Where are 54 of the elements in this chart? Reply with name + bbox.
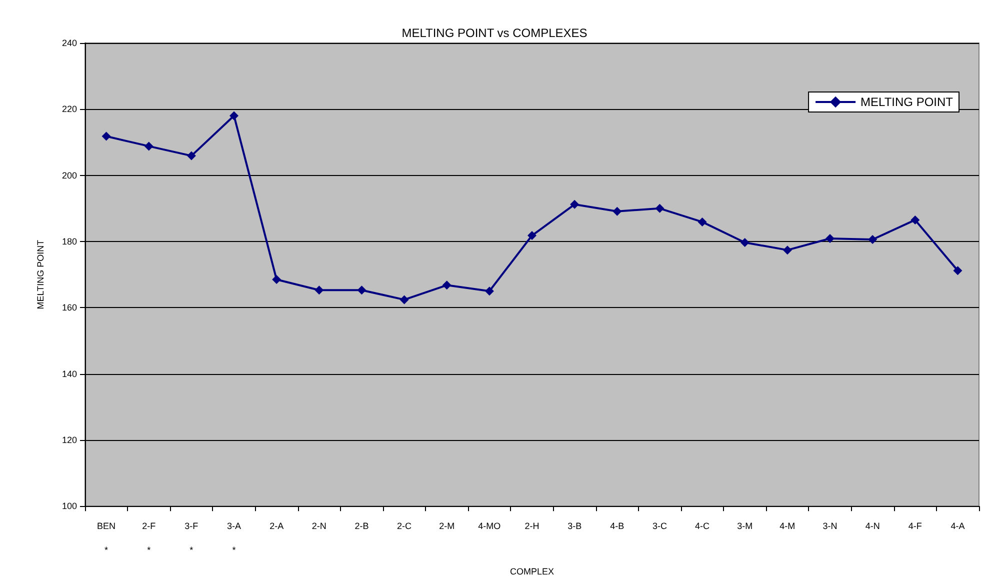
- x-tick-label: 2-B: [354, 521, 369, 532]
- chart-title: MELTING POINT vs COMPLEXES: [402, 26, 588, 40]
- point: [144, 142, 154, 151]
- category-label: 3-F *: [184, 521, 198, 556]
- category-label: 2-F *: [142, 521, 156, 556]
- x-tick-label: 4-N: [865, 521, 880, 532]
- y-tick-label: 240: [62, 38, 77, 48]
- x-tick-label: 4-M: [780, 521, 796, 532]
- point: [740, 238, 750, 247]
- point: [102, 132, 111, 141]
- category-label: 3-A *: [226, 521, 242, 556]
- y-tick-label: 200: [62, 170, 77, 180]
- point: [400, 295, 409, 304]
- category-label: BEN *: [97, 521, 116, 556]
- point: [442, 280, 452, 290]
- x-tick-label: 3-N: [822, 521, 838, 532]
- point: [357, 286, 366, 295]
- x-tick-label: 2-H: [524, 521, 540, 532]
- x-tick-label: 4-B: [610, 521, 624, 532]
- point: [953, 266, 962, 276]
- x-axis-title: COMPLEX: [510, 566, 554, 576]
- x-tick-label: 4-C: [695, 521, 710, 532]
- point: [868, 234, 878, 244]
- point: [570, 200, 580, 209]
- point: [782, 246, 792, 255]
- x-tick-label: 4-A: [950, 521, 965, 532]
- point: [186, 151, 196, 160]
- y-axis-title: MELTING POINT: [36, 239, 46, 310]
- x-tick-label: 3-B: [568, 521, 582, 532]
- legend-label: MELTING POINT: [860, 95, 954, 109]
- point: [314, 286, 324, 295]
- point: [272, 275, 282, 284]
- x-tick-label: 3-C: [652, 521, 668, 532]
- x-tick-label: 2-M: [439, 521, 455, 532]
- point: [230, 111, 238, 120]
- x-tick-label: 4-MO: [478, 521, 501, 532]
- y-tick-label: 100: [62, 501, 77, 512]
- point: [484, 286, 494, 296]
- point: [826, 234, 834, 243]
- y-tick-label: 220: [62, 104, 77, 114]
- x-tick-label: 2-N: [312, 521, 326, 532]
- x-tick-label: 2-C: [397, 521, 412, 532]
- point: [655, 204, 664, 213]
- x-tick-label: 3-M: [737, 521, 753, 532]
- point: [910, 215, 920, 224]
- x-tick-label: 2-A: [270, 521, 284, 532]
- y-tick-label: 160: [62, 302, 77, 313]
- y-tick-label: 180: [62, 236, 77, 246]
- point: [698, 217, 707, 226]
- point: [528, 231, 536, 240]
- point: [612, 206, 622, 216]
- y-tick-label: 140: [62, 368, 77, 379]
- x-tick-label: 4-F: [908, 521, 922, 532]
- y-tick-label: 120: [62, 434, 77, 445]
